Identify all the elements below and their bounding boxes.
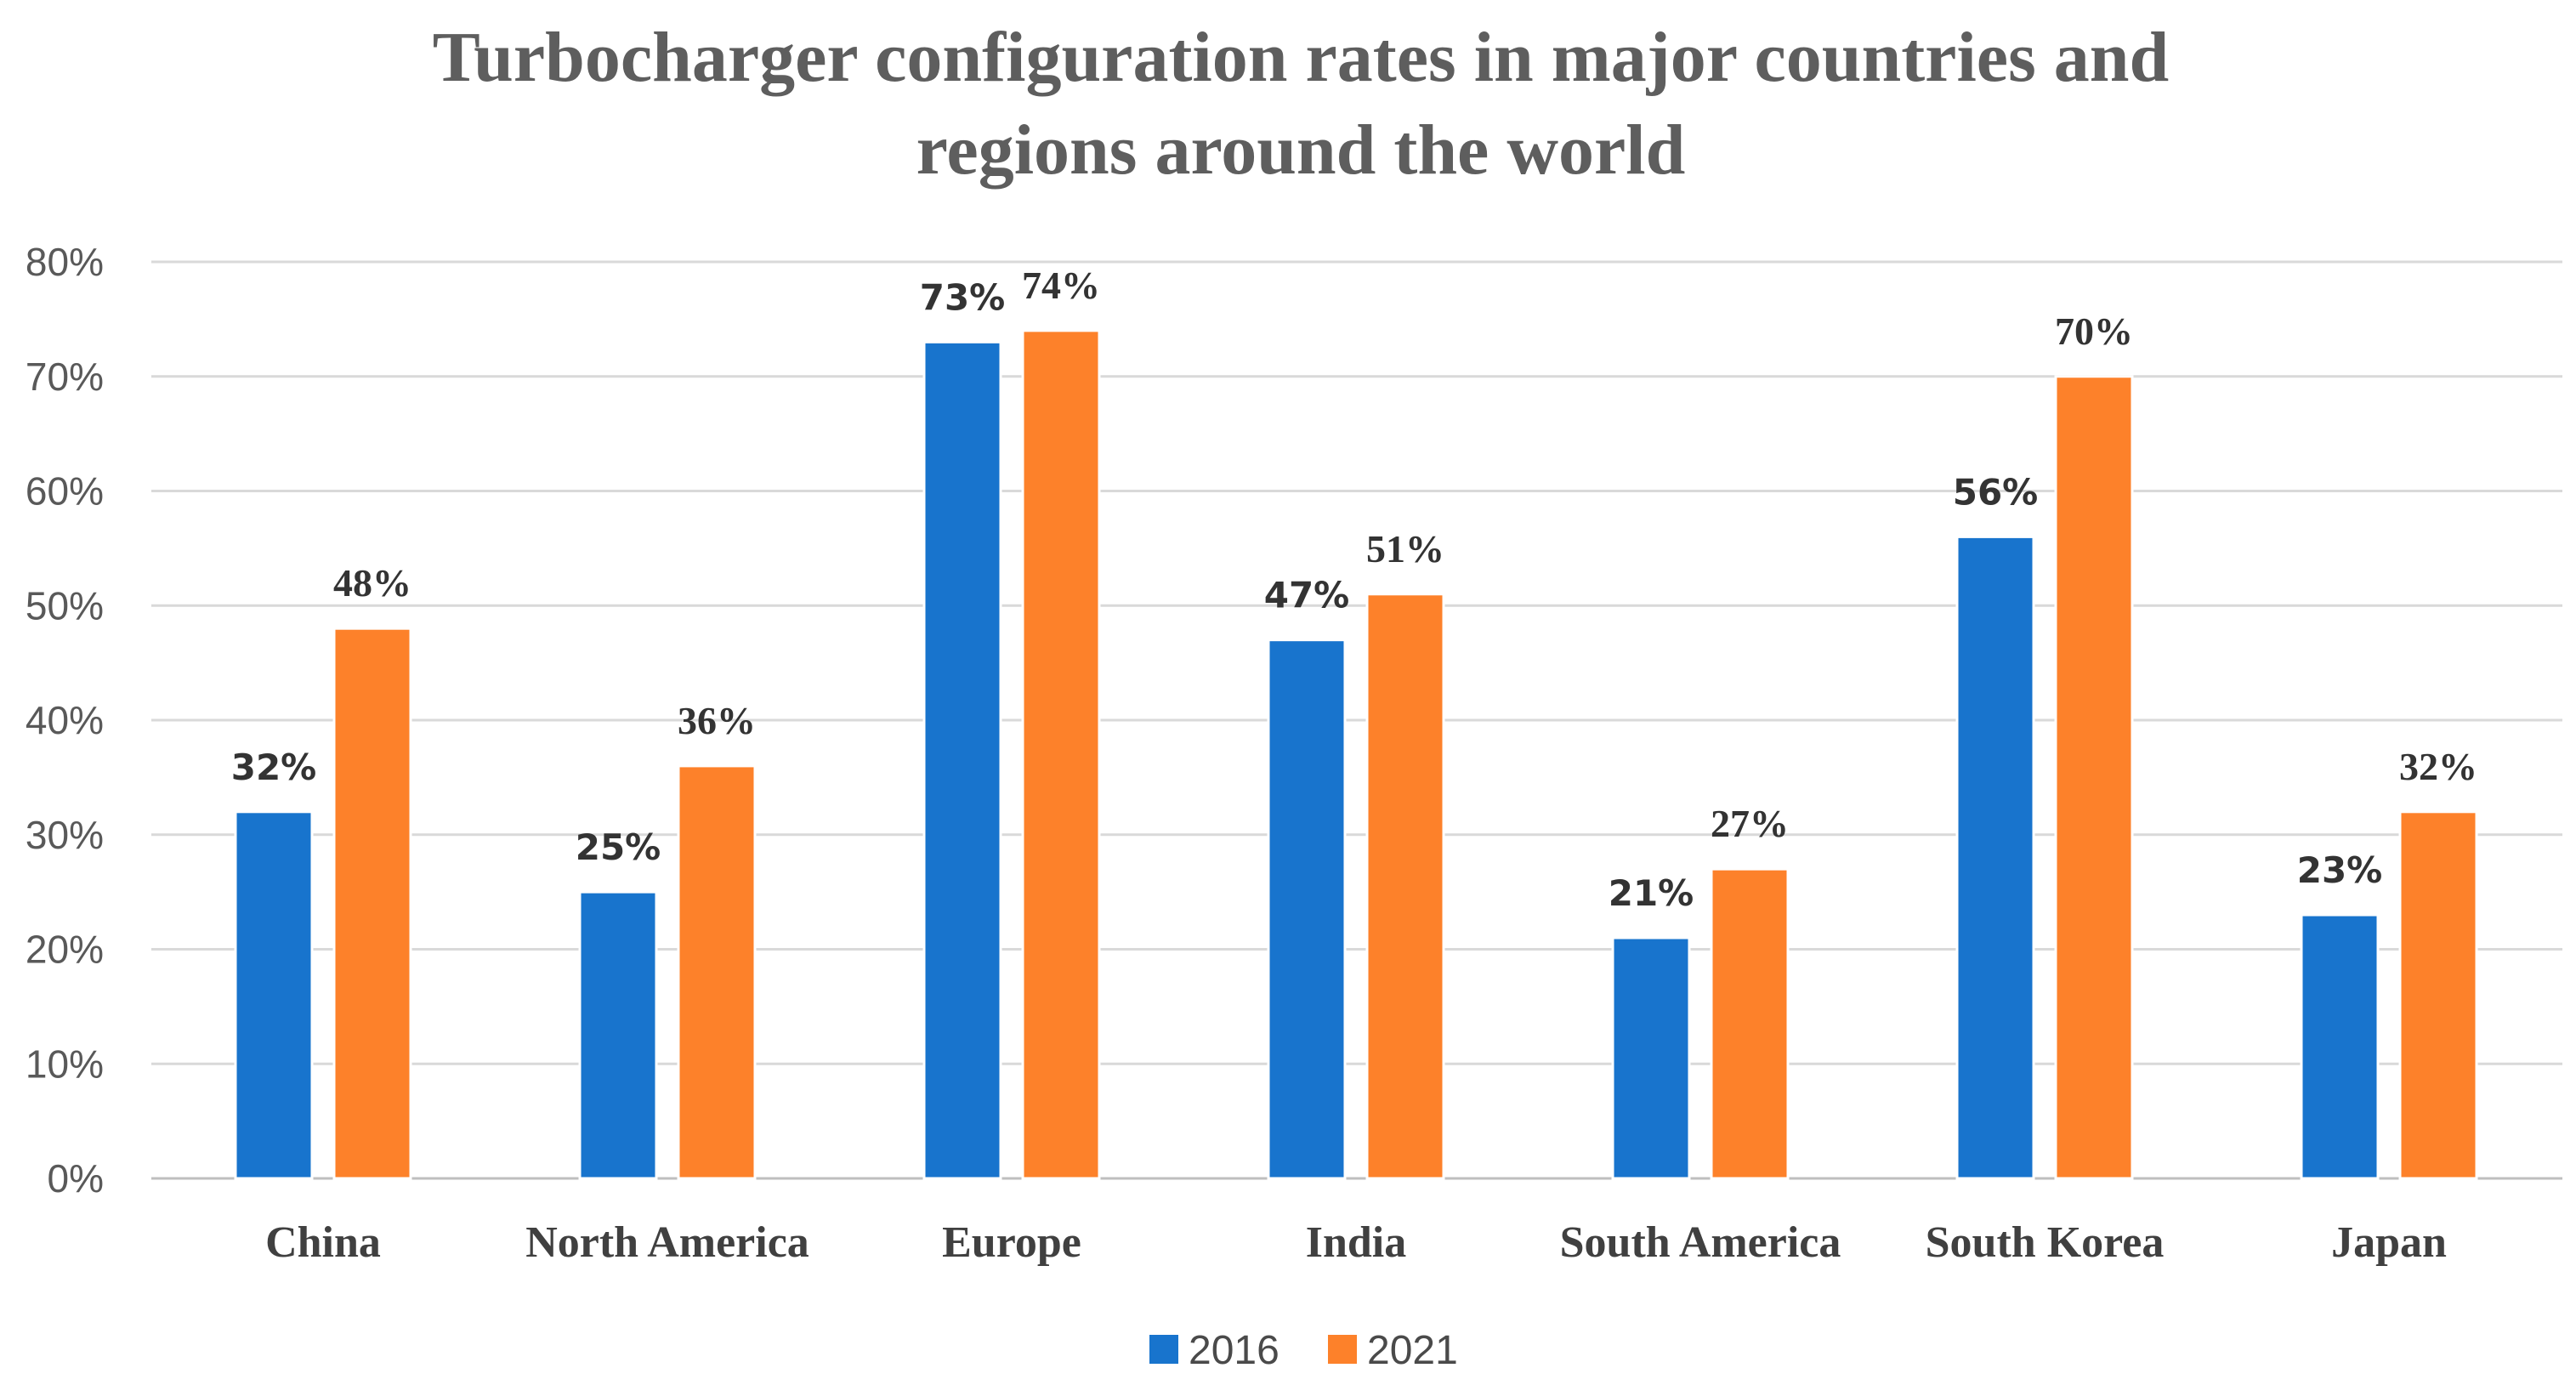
x-tick-label: China: [265, 1218, 381, 1267]
data-label: 25%: [576, 826, 661, 868]
legend-label-2016: 2016: [1189, 1328, 1279, 1373]
gridlines: [151, 260, 2562, 1180]
bar-2021-europe: [1021, 329, 1101, 1180]
data-labels: 32% 25% 73% 47% 21% 56% 23% 48% 36% 74% 51% 27% 70% 3…: [231, 264, 2477, 914]
data-label: 36%: [678, 699, 756, 742]
x-tick-label: South Korea: [1926, 1218, 2165, 1267]
data-label: 70%: [2055, 309, 2133, 353]
y-axis-ticks: 0% 10% 20% 30% 40% 50% 60% 70% 80%: [26, 240, 104, 1201]
chart-title-line-1: Turbocharger configuration rates in majo…: [433, 18, 2169, 97]
y-tick-label: 40%: [26, 698, 104, 742]
bar-2016-europe: [922, 340, 1002, 1180]
data-label: 51%: [1366, 527, 1444, 570]
x-tick-label: Japan: [2331, 1218, 2447, 1267]
bar-2021-india: [1365, 593, 1445, 1180]
x-axis-ticks: China North America Europe India South Ameri…: [265, 1218, 2447, 1267]
data-label: 73%: [920, 276, 1006, 318]
x-tick-label: Europe: [942, 1218, 1081, 1267]
data-label: 47%: [1264, 575, 1350, 616]
bar-2021-north-america: [677, 764, 757, 1180]
x-tick-label: South America: [1560, 1218, 1841, 1267]
data-label: 27%: [1711, 802, 1789, 845]
data-label: 48%: [333, 561, 411, 605]
bars: [234, 329, 2478, 1180]
bar-2021-japan: [2398, 810, 2478, 1180]
bar-2016-north-america: [578, 890, 658, 1180]
bar-2021-south-america: [1710, 867, 1790, 1180]
chart-title-line-2: regions around the world: [916, 111, 1686, 190]
data-label: 21%: [1609, 872, 1694, 914]
legend-swatch-2021: [1328, 1335, 1357, 1364]
y-tick-label: 20%: [26, 928, 104, 972]
bar-2021-china: [332, 627, 412, 1180]
y-tick-label: 0%: [48, 1156, 104, 1201]
data-label: 74%: [1022, 264, 1100, 307]
bar-2021-south-korea: [2054, 375, 2134, 1180]
y-tick-label: 80%: [26, 240, 104, 284]
bar-2016-china: [234, 810, 314, 1180]
y-tick-label: 70%: [26, 355, 104, 399]
y-tick-label: 10%: [26, 1042, 104, 1086]
data-label: 23%: [2297, 849, 2383, 891]
bar-2016-south-korea: [1955, 535, 2035, 1180]
x-tick-label: North America: [525, 1218, 809, 1267]
data-label: 32%: [231, 746, 317, 788]
data-label: 32%: [2399, 745, 2477, 788]
legend-label-2021: 2021: [1367, 1328, 1458, 1373]
y-tick-label: 50%: [26, 583, 104, 627]
bar-2016-south-america: [1611, 936, 1691, 1180]
legend: 2016 2021: [1149, 1328, 1458, 1373]
bar-2016-japan: [2300, 913, 2380, 1180]
x-tick-label: India: [1306, 1218, 1407, 1267]
y-tick-label: 60%: [26, 469, 104, 514]
y-tick-label: 30%: [26, 813, 104, 857]
legend-swatch-2016: [1149, 1335, 1178, 1364]
data-label: 56%: [1953, 471, 2039, 513]
bar-2016-india: [1267, 639, 1347, 1180]
